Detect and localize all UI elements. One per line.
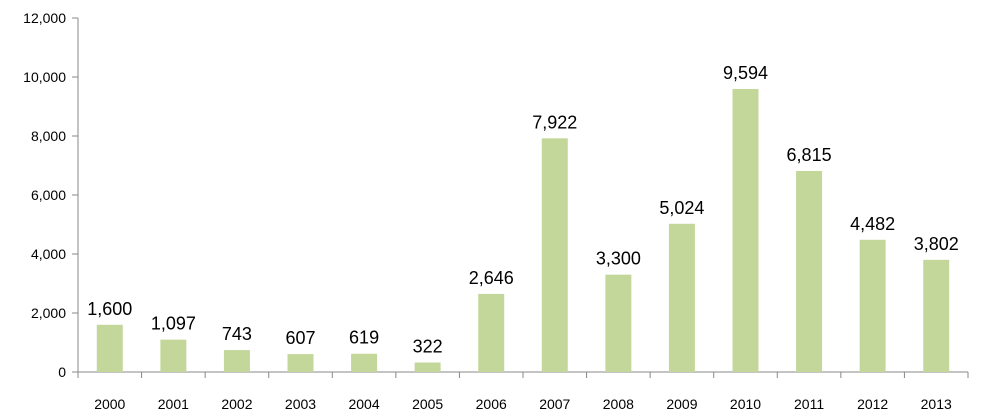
bars <box>96 88 950 373</box>
data-label-2002: 743 <box>222 324 252 344</box>
bar-2003 <box>287 354 314 372</box>
x-tick-label-2011: 2011 <box>794 396 824 412</box>
y-axis: 0 2,000 4,000 6,000 8,000 10,000 12,000 <box>23 10 79 380</box>
x-tick-label-2006: 2006 <box>476 396 507 412</box>
x-tick-label-2002: 2002 <box>221 396 252 412</box>
bar-2001 <box>160 339 187 372</box>
x-tick-label-2013: 2013 <box>921 396 952 412</box>
data-label-2009: 5,024 <box>659 198 704 218</box>
bar-2008 <box>605 274 632 372</box>
y-tick-label: 4,000 <box>31 246 66 262</box>
bar-2005 <box>414 362 441 372</box>
x-tick-label-2009: 2009 <box>666 396 697 412</box>
y-tick-label: 6,000 <box>31 187 66 203</box>
bar-2013 <box>923 259 950 372</box>
bar-2012 <box>859 239 886 372</box>
data-label-2012: 4,482 <box>850 214 895 234</box>
bar-2011 <box>796 170 823 372</box>
bar-2009 <box>668 223 695 372</box>
data-label-2005: 322 <box>413 337 443 357</box>
data-label-2003: 607 <box>285 328 315 348</box>
data-label-2008: 3,300 <box>596 249 641 269</box>
bar-2006 <box>478 293 505 372</box>
bar-2010 <box>732 88 759 373</box>
data-label-2013: 3,802 <box>914 234 959 254</box>
x-tick-label-2010: 2010 <box>730 396 761 412</box>
data-label-2000: 1,600 <box>87 299 132 319</box>
x-tick-label-2001: 2001 <box>158 396 189 412</box>
data-label-2007: 7,922 <box>532 112 577 132</box>
bar-2007 <box>541 138 568 372</box>
y-tick-label: 0 <box>58 364 66 380</box>
x-tick-label-2012: 2012 <box>857 396 888 412</box>
x-tick-label-2008: 2008 <box>603 396 634 412</box>
y-tick-label: 12,000 <box>23 10 66 26</box>
bar-2004 <box>351 353 378 372</box>
bar-2002 <box>223 350 250 372</box>
x-tick-label-2003: 2003 <box>285 396 316 412</box>
y-tick-label: 10,000 <box>23 69 66 85</box>
data-labels: 1,600 1,097 743 607 619 322 2,646 7,922 3,300 5,0… <box>87 63 958 357</box>
data-label-2011: 6,815 <box>787 145 832 165</box>
data-label-2001: 1,097 <box>151 314 196 334</box>
data-label-2004: 619 <box>349 328 379 348</box>
data-label-2010: 9,594 <box>723 63 768 83</box>
y-tick-label: 2,000 <box>31 305 66 321</box>
x-tick-label-2000: 2000 <box>94 396 125 412</box>
bar-2000 <box>96 324 123 372</box>
x-tick-label-2005: 2005 <box>412 396 443 412</box>
x-tick-label-2004: 2004 <box>348 396 379 412</box>
y-tick-label: 8,000 <box>31 128 66 144</box>
data-label-2006: 2,646 <box>469 268 514 288</box>
x-tick-label-2007: 2007 <box>539 396 570 412</box>
x-axis: 2000 2001 2002 2003 2004 2005 2006 2007 2008 2009… <box>77 371 969 412</box>
